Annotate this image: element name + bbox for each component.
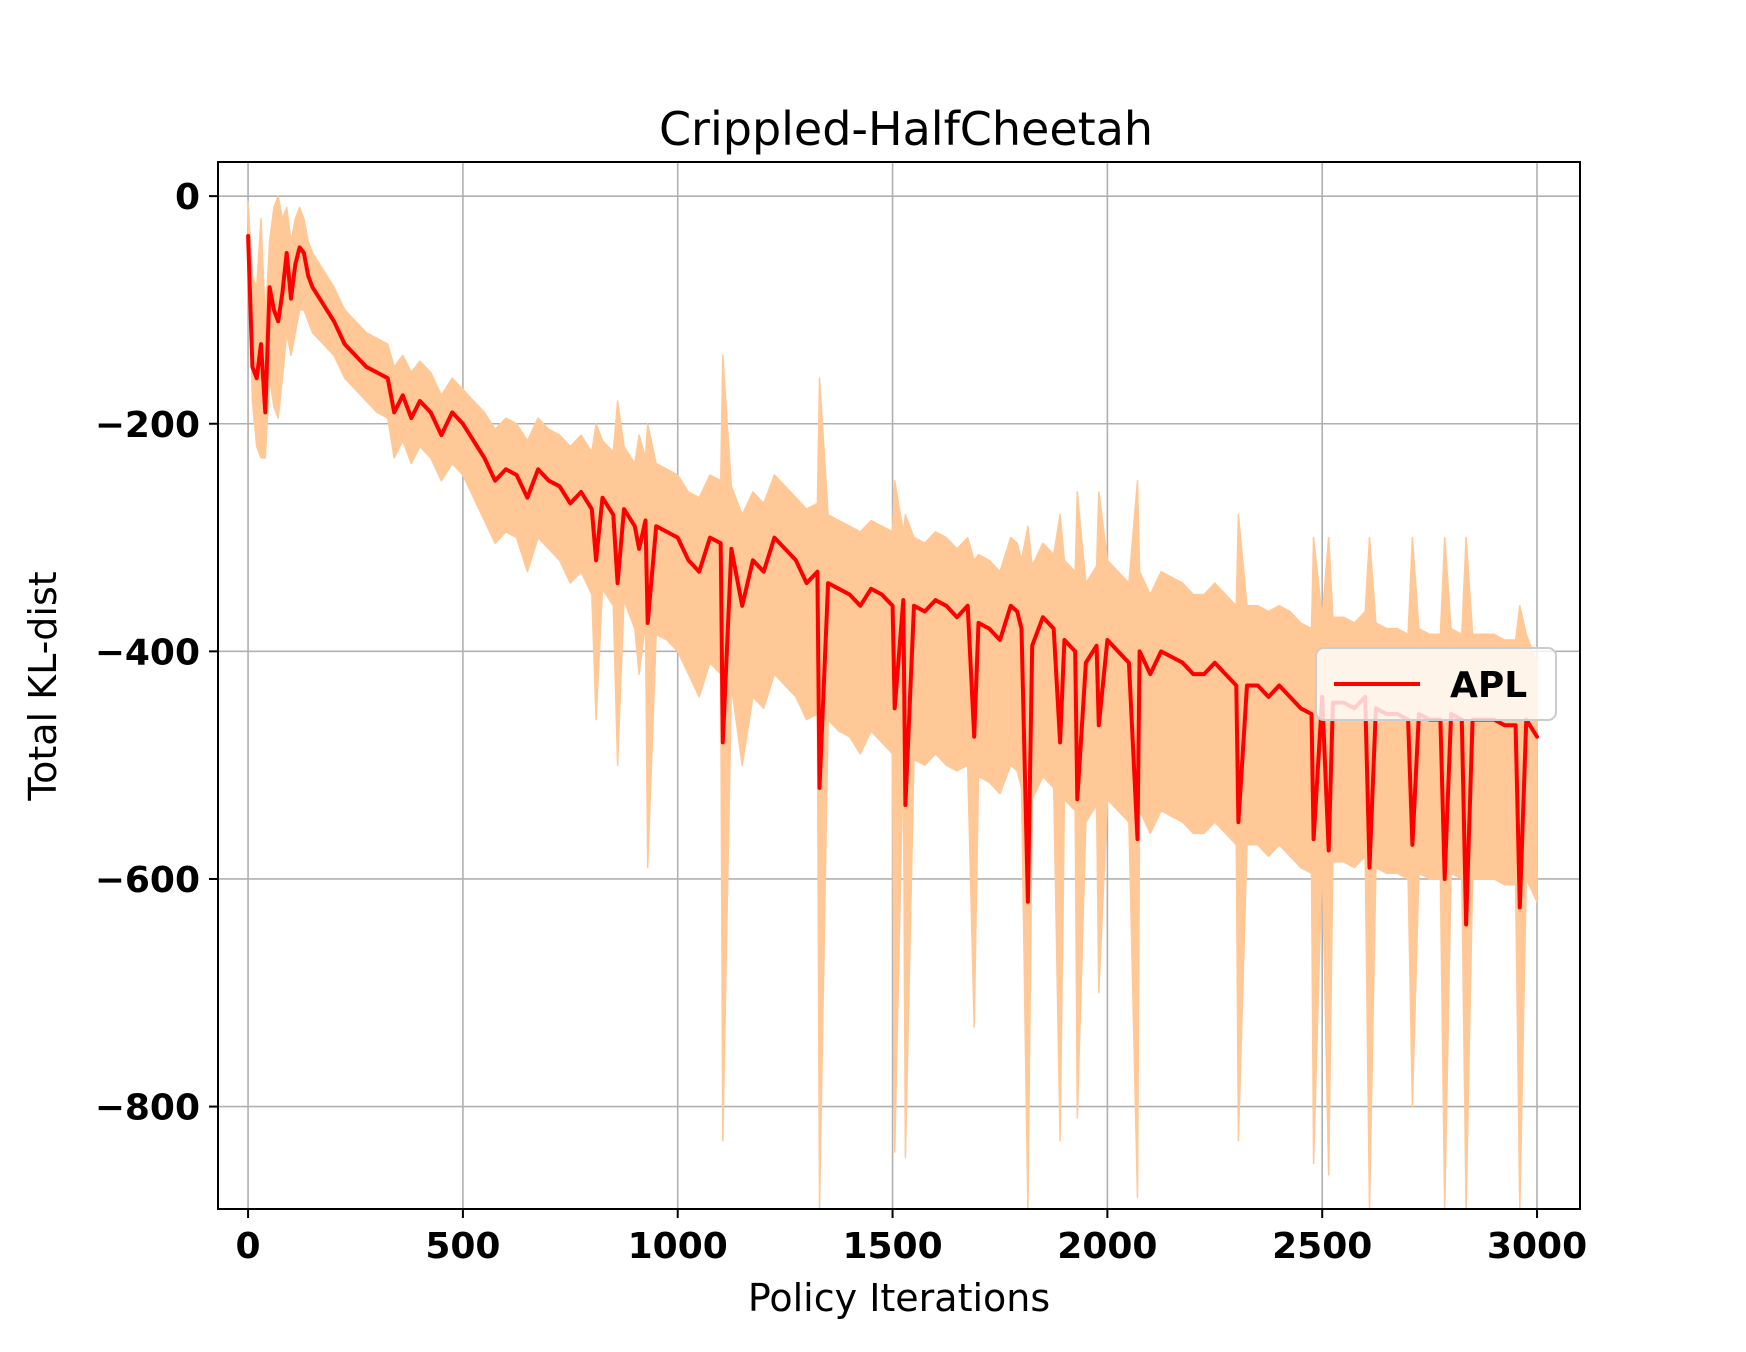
chart-title: Crippled-HalfCheetah (659, 102, 1153, 156)
y-axis-label: Total KL-dist (21, 571, 65, 801)
x-tick-label: 1000 (628, 1226, 728, 1267)
x-axis-label: Policy Iterations (748, 1276, 1050, 1320)
std-band-area (247, 195, 1538, 1210)
x-tick-label: 500 (425, 1226, 500, 1267)
y-tick-label: −800 (95, 1088, 200, 1129)
x-tick-label: 2500 (1272, 1226, 1372, 1267)
x-tick-label: 2000 (1057, 1226, 1157, 1267)
y-tick-label: −400 (95, 632, 200, 673)
std-band (247, 195, 1538, 1210)
x-ticks: 0 500 1000 1500 2000 2500 3000 (236, 1209, 1587, 1267)
legend-box (1315, 647, 1557, 721)
legend-label-apl: APL (1450, 665, 1527, 706)
legend: APL (1315, 647, 1557, 721)
x-tick-label: 1500 (842, 1226, 942, 1267)
plot-frame (217, 161, 1581, 1210)
y-tick-label: 0 (175, 177, 200, 218)
series-line-apl (246, 234, 1539, 927)
series-group (246, 234, 1539, 927)
y-ticks: 0 −200 −400 −600 −800 (95, 177, 218, 1129)
x-tick-label: 3000 (1487, 1226, 1587, 1267)
x-tick-label: 0 (236, 1226, 261, 1267)
y-tick-label: −200 (95, 405, 200, 446)
y-tick-label: −600 (95, 860, 200, 901)
